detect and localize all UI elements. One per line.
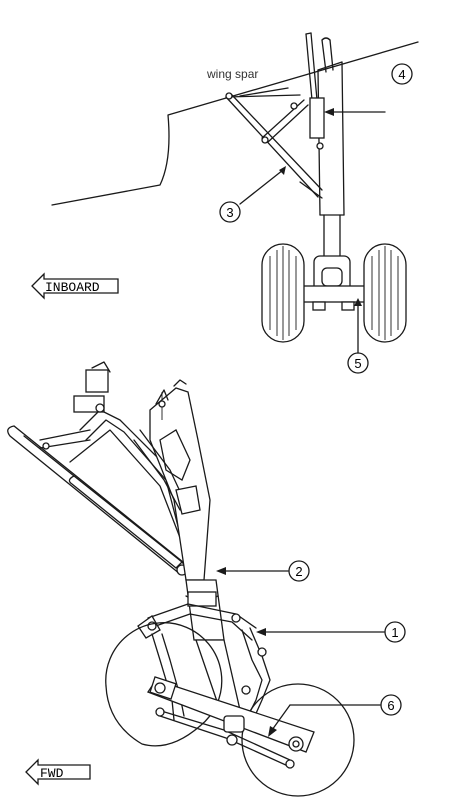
top-view: wing spar 4 3 5 INBOARD [31, 32, 419, 374]
svg-text:5: 5 [354, 356, 361, 371]
leader-arrow-4 [324, 108, 386, 116]
side-brace-upper [69, 361, 187, 549]
callout-3: 3 [219, 166, 286, 223]
wheel-rear-side [241, 683, 355, 797]
callout-4: 4 [391, 63, 413, 85]
callout-1: 1 [256, 621, 406, 643]
inboard-arrow: INBOARD [31, 272, 119, 300]
svg-text:INBOARD: INBOARD [45, 280, 100, 295]
svg-text:4: 4 [398, 67, 405, 82]
callout-6: 6 [268, 694, 402, 737]
callout-2: 2 [216, 560, 310, 582]
trunnion [133, 379, 211, 581]
bogie-beam [147, 676, 315, 769]
svg-text:6: 6 [387, 698, 394, 713]
wing-outline [51, 41, 419, 206]
svg-text:2: 2 [295, 564, 302, 579]
svg-text:3: 3 [226, 205, 233, 220]
wheel-front-side [105, 622, 223, 747]
side-brace [225, 87, 323, 198]
wheel-right-top [363, 243, 407, 343]
callout-5: 5 [347, 298, 369, 374]
side-view: 2 1 6 FWD [7, 361, 406, 797]
wheel-left-top [261, 243, 305, 343]
wing-spar-label: wing spar [206, 67, 258, 81]
main-strut-top [293, 32, 373, 311]
svg-text:1: 1 [391, 625, 398, 640]
svg-text:FWD: FWD [40, 766, 64, 781]
fwd-arrow: FWD [25, 758, 91, 786]
